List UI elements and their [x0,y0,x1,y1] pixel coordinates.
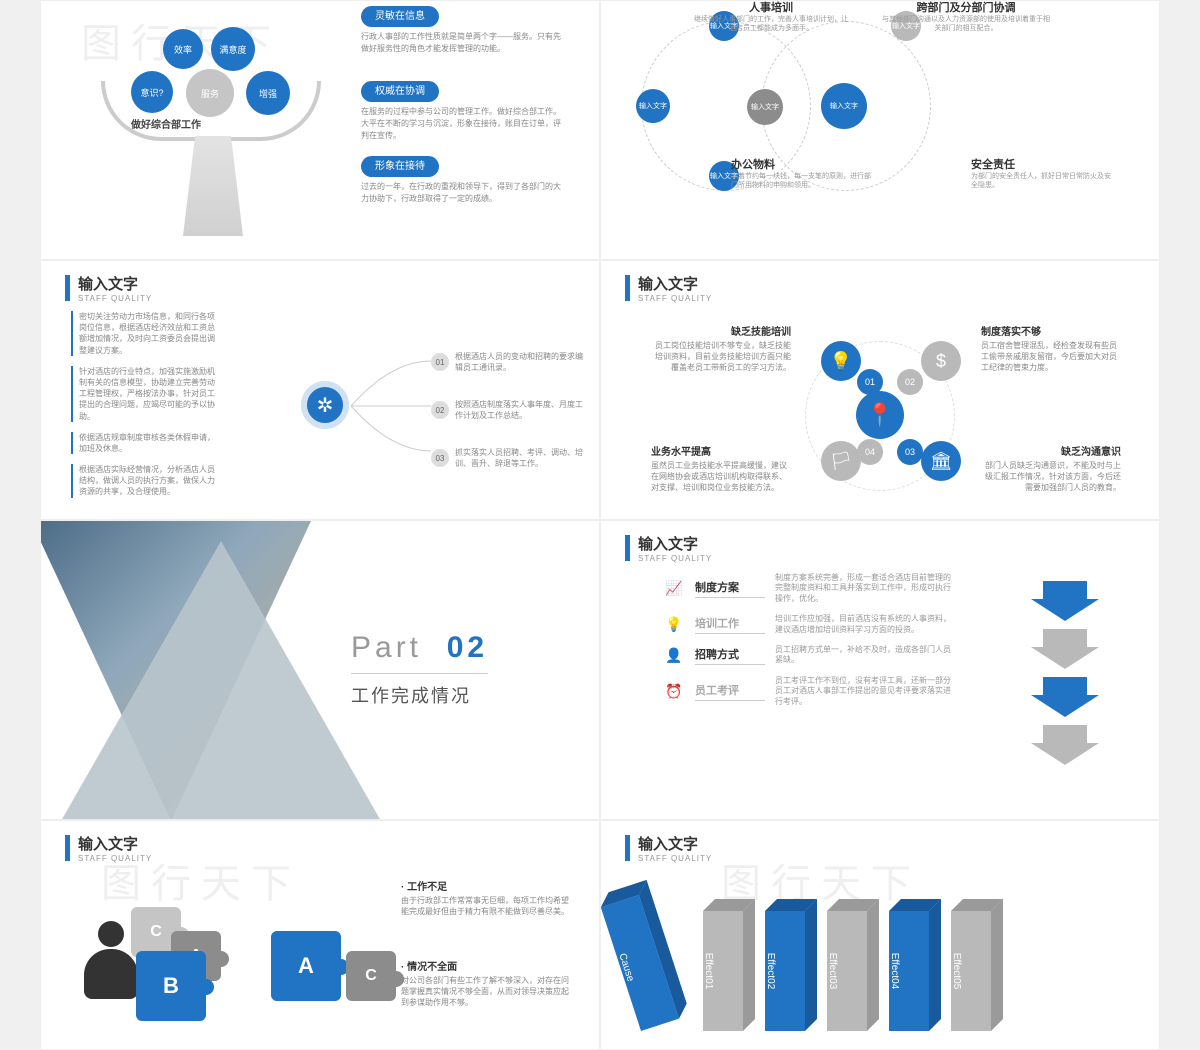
bar: Effect04 [889,911,929,1031]
pill-label: 形象在接待 [361,156,439,177]
slide-8: 输入文字STAFF QUALITY 图 行 天 下 CauseEffect01E… [600,820,1160,1050]
bar: Effect03 [827,911,867,1031]
slide-2: 输入文字 输入文字 输入文字 输入文字 输入文字 输入文字 人事培训继续做好人事… [600,0,1160,260]
puzzle-piece: A [271,931,341,1001]
quad-icon: 💡 [821,341,861,381]
node: 输入文字 [747,89,783,125]
slide-title: 输入文字 [78,273,152,294]
bar: Effect02 [765,911,805,1031]
row-icon: 👤 [665,647,685,664]
bubble: 意识? [131,71,173,113]
bar-chart: Cause Effect01 Effect02 Effect03 Effect04 Eff… [641,891,991,1031]
slide-7: 输入文字STAFF QUALITY 图 行 天 下 CABAC · 工作不足由于… [40,820,600,1050]
down-arrow-icon [1031,581,1099,621]
puzzle-piece: C [346,951,396,1001]
down-arrow-icon [1031,677,1099,717]
node-center: 输入文字 [821,83,867,129]
funnel-diagram: 意识? 服务增强 效率满意度 做好综合部工作 [91,21,331,221]
bar: Effect01 [703,911,743,1031]
pill-label: 灵敏在信息 [361,6,439,27]
slide-1: 图 行 天 下 意识?服务增强效率满意度 做好综合部工作 灵敏在信息行政人事部的… [40,0,600,260]
slide-3: 输入文字STAFF QUALITY 密切关注劳动力市场信息，和同行各项岗位信息，… [40,260,600,520]
funnel-label: 做好综合部工作 [131,116,201,131]
bubble: 增强 [246,71,290,115]
heading: 办公物料 [731,159,775,171]
bubble: 效率 [163,29,203,69]
slide-title: 输入文字 [638,533,712,554]
quad-icon: 🏳 [821,441,861,481]
bar: Effect05 [951,911,991,1031]
part-title: 工作完成情况 [351,682,488,708]
quad-icon: 🏛 [921,441,961,481]
bubble: 满意度 [211,27,255,71]
down-arrow-icon [1031,629,1099,669]
heading: 跨部门及分部门协调 [917,2,1016,14]
slide-6: 输入文字STAFF QUALITY 📈制度方案制度方案系统完善，形成一套适合酒店… [600,520,1160,820]
slide-title: 输入文字 [638,273,712,294]
bar: Cause [641,901,681,1031]
bubble: 服务 [186,69,234,117]
slide-5-divider: Part 02 工作完成情况 [40,520,600,820]
down-arrow-icon [1031,725,1099,765]
slide-4: 输入文字STAFF QUALITY 📍 💡01缺乏技能培训员工岗位技能培训不够专… [600,260,1160,520]
heading: 安全责任 [971,159,1015,171]
quad-icon: $ [921,341,961,381]
node: 输入文字 [636,89,670,123]
part-label: Part [351,631,422,664]
slide-title: 输入文字 [78,833,152,854]
row-icon: ⏰ [665,683,685,700]
row-icon: 📈 [665,580,685,597]
row-icon: 💡 [665,616,685,633]
slide-title: 输入文字 [638,833,712,854]
puzzle-piece: B [136,951,206,1021]
pill-label: 权威在协调 [361,81,439,102]
heading: 人事培训 [749,2,793,14]
